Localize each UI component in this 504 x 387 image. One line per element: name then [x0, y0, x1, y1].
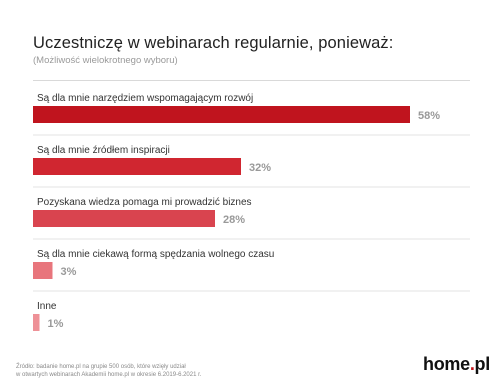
- value-label: 32%: [249, 162, 271, 174]
- logo-tld: pl: [474, 354, 491, 374]
- top-divider: [33, 80, 470, 81]
- value-label: 1%: [48, 318, 64, 330]
- category-label: Inne: [37, 301, 57, 312]
- source-line-2: w otwartych webinarach Akademii home.pl …: [16, 371, 202, 378]
- category-label: Są dla mnie źródłem inspiracji: [37, 145, 170, 156]
- source-note: Źródło: badanie home.pl na grupie 500 os…: [16, 364, 316, 379]
- bar: [33, 210, 215, 227]
- bar: [33, 158, 241, 175]
- category-label: Pozyskana wiedza pomaga mi prowadzić biz…: [37, 197, 252, 208]
- home-pl-logo: home.pl: [423, 354, 490, 375]
- value-label: 58%: [418, 110, 440, 122]
- chart-title: Uczestniczę w webinarach regularnie, pon…: [33, 34, 394, 52]
- bar-chart: Są dla mnie narzędziem wspomagającym roz…: [33, 93, 470, 331]
- logo-dot: .: [469, 354, 475, 374]
- chart-subtitle: (Możliwość wielokrotnego wyboru): [33, 55, 178, 66]
- bar: [33, 262, 53, 279]
- bar: [33, 314, 40, 331]
- value-label: 28%: [223, 214, 245, 226]
- value-label: 3%: [61, 266, 77, 278]
- bar: [33, 106, 410, 123]
- category-label: Są dla mnie ciekawą formą spędzania woln…: [37, 249, 274, 260]
- logo-main-text: home: [423, 354, 470, 374]
- source-line-1: Źródło: badanie home.pl na grupie 500 os…: [16, 364, 186, 370]
- category-label: Są dla mnie narzędziem wspomagającym roz…: [37, 93, 253, 104]
